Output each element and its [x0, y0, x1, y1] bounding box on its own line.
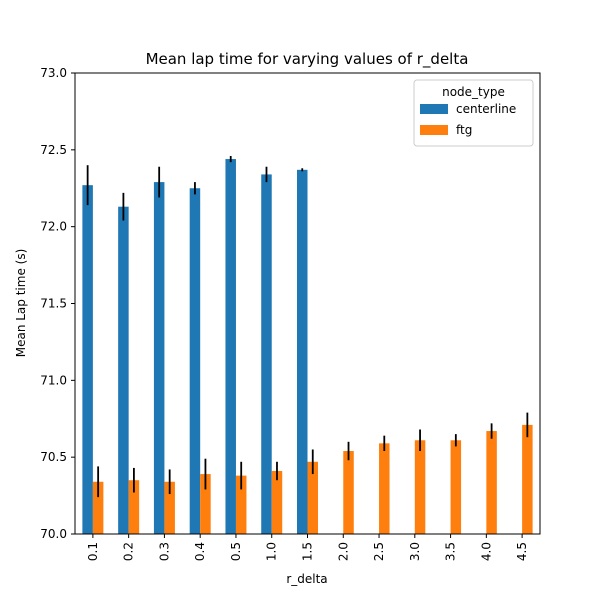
y-tick-label: 70.0	[40, 527, 67, 541]
bar-ftg-1.5	[307, 461, 318, 534]
x-tick-label: 1.5	[301, 542, 315, 561]
bar-ftg-2.0	[343, 451, 354, 534]
legend-title: node_type	[442, 85, 505, 99]
bar-centerline-1.5	[297, 169, 308, 534]
x-tick-label: 3.5	[444, 542, 458, 561]
bar-centerline-0.2	[118, 206, 129, 534]
y-tick-label: 70.5	[40, 450, 67, 464]
x-tick-label: 0.4	[193, 542, 207, 561]
x-tick-label: 0.2	[122, 542, 136, 561]
bar-centerline-0.5	[225, 159, 236, 534]
x-axis-label: r_delta	[286, 572, 327, 586]
legend-swatch-ftg	[420, 125, 448, 135]
x-tick-label: 0.3	[157, 542, 171, 561]
bar-ftg-4.0	[486, 431, 497, 534]
y-axis-label: Mean Lap time (s)	[14, 249, 28, 358]
y-tick-label: 72.0	[40, 220, 67, 234]
x-tick-label: 4.0	[479, 542, 493, 561]
bar-centerline-0.1	[82, 185, 93, 534]
bar-ftg-0.1	[92, 481, 104, 534]
x-tick-label: 0.1	[86, 542, 100, 561]
bar-ftg-2.5	[379, 443, 390, 534]
y-tick-label: 73.0	[40, 66, 67, 80]
legend-label-ftg: ftg	[456, 123, 472, 137]
x-tick-label: 2.0	[336, 542, 350, 561]
x-tick-label: 4.5	[515, 542, 529, 561]
bar-ftg-0.5	[235, 475, 247, 534]
chart-title: Mean lap time for varying values of r_de…	[146, 50, 469, 69]
x-tick-label: 2.5	[372, 542, 386, 561]
bar-ftg-4.5	[522, 424, 533, 534]
x-tick-label: 1.0	[265, 542, 279, 561]
bar-centerline-0.3	[153, 182, 165, 534]
bar-ftg-0.2	[128, 480, 140, 534]
bar-ftg-0.4	[200, 474, 211, 534]
y-tick-label: 71.0	[40, 373, 67, 387]
y-tick-label: 71.5	[40, 297, 67, 311]
bar-ftg-0.3	[164, 481, 175, 534]
plot-area: 70.0 70.5 71.0 71.5 72.0 72.5 73.0 0.1 0.2 0.3 0.4…	[40, 66, 541, 561]
bar-ftg-3.0	[414, 440, 426, 534]
bar-ftg-3.5	[450, 440, 462, 534]
bar-centerline-1.0	[261, 174, 272, 535]
legend-swatch-centerline	[420, 104, 448, 114]
x-tick-label: 3.0	[408, 542, 422, 561]
y-tick-label: 72.5	[40, 143, 67, 157]
x-tick-label: 0.5	[229, 542, 243, 561]
bar-centerline-0.4	[189, 188, 201, 534]
bar-ftg-1.0	[271, 470, 283, 534]
legend-label-centerline: centerline	[456, 102, 516, 116]
